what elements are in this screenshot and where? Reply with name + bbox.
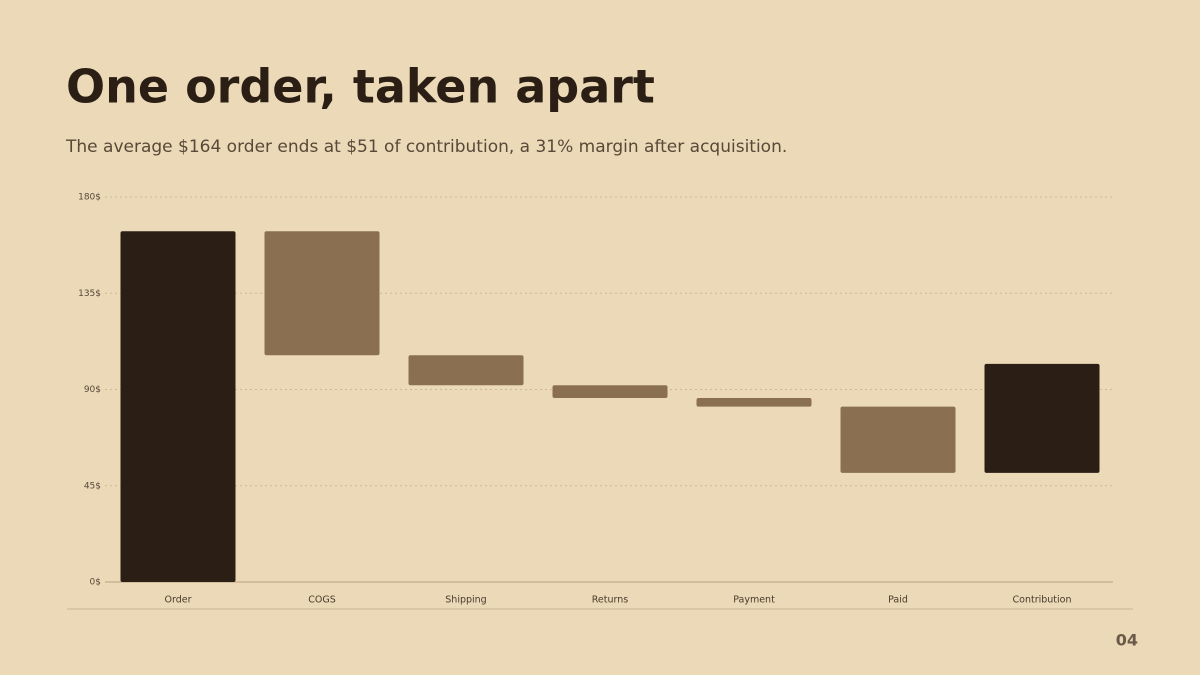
bar <box>264 231 380 356</box>
chart-title: One order, taken apart <box>66 60 655 114</box>
bar <box>984 363 1100 473</box>
x-tick-label: Paid <box>888 595 908 606</box>
bar <box>840 406 956 473</box>
x-tick-label: Shipping <box>445 595 486 606</box>
x-tick-label: Contribution <box>1013 595 1072 606</box>
y-tick-label: 0$ <box>90 578 101 588</box>
x-tick-label: COGS <box>308 595 336 606</box>
y-tick-label: 135$ <box>78 289 101 299</box>
y-tick-label: 90$ <box>84 385 101 395</box>
chart-subtitle: The average $164 order ends at $51 of co… <box>65 137 787 157</box>
x-tick-label: Payment <box>733 595 775 606</box>
y-tick-label: 180$ <box>78 193 101 203</box>
y-tick-label: 45$ <box>84 481 101 491</box>
x-tick-label: Returns <box>592 595 629 606</box>
bar <box>552 385 668 399</box>
page-number: 04 <box>1116 631 1138 650</box>
bar <box>696 398 812 407</box>
bar <box>408 355 524 386</box>
bar <box>120 231 236 582</box>
x-tick-label: Order <box>165 595 192 606</box>
